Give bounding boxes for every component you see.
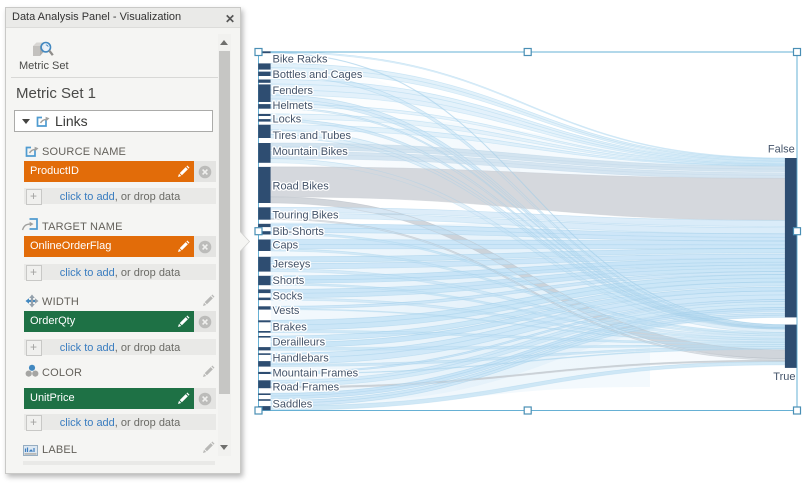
svg-text:Bib-Shorts: Bib-Shorts	[273, 226, 325, 238]
svg-text:Tires and Tubes: Tires and Tubes	[273, 130, 352, 142]
svg-text:Road Frames: Road Frames	[273, 382, 340, 394]
svg-text:Fenders: Fenders	[273, 85, 314, 97]
svg-text:Road Bikes: Road Bikes	[273, 180, 330, 192]
svg-text:Caps: Caps	[273, 240, 299, 252]
svg-text:Bottles and Cages: Bottles and Cages	[273, 69, 363, 81]
svg-text:Socks: Socks	[273, 290, 303, 302]
svg-text:Bike Racks: Bike Racks	[273, 53, 329, 65]
svg-text:Derailleurs: Derailleurs	[273, 337, 326, 349]
svg-text:Mountain Frames: Mountain Frames	[273, 367, 359, 379]
svg-text:Handlebars: Handlebars	[273, 352, 330, 364]
svg-text:Vests: Vests	[273, 305, 300, 317]
svg-text:Helmets: Helmets	[273, 100, 314, 112]
svg-text:Locks: Locks	[273, 114, 302, 126]
svg-text:Brakes: Brakes	[273, 321, 308, 333]
svg-text:Mountain Bikes: Mountain Bikes	[273, 146, 349, 158]
svg-text:Shorts: Shorts	[273, 275, 305, 287]
svg-text:Saddles: Saddles	[273, 399, 313, 411]
svg-text:Touring Bikes: Touring Bikes	[273, 210, 340, 222]
svg-text:Jerseys: Jerseys	[273, 258, 311, 270]
svg-text:False: False	[768, 144, 795, 156]
svg-text:True: True	[773, 371, 795, 383]
